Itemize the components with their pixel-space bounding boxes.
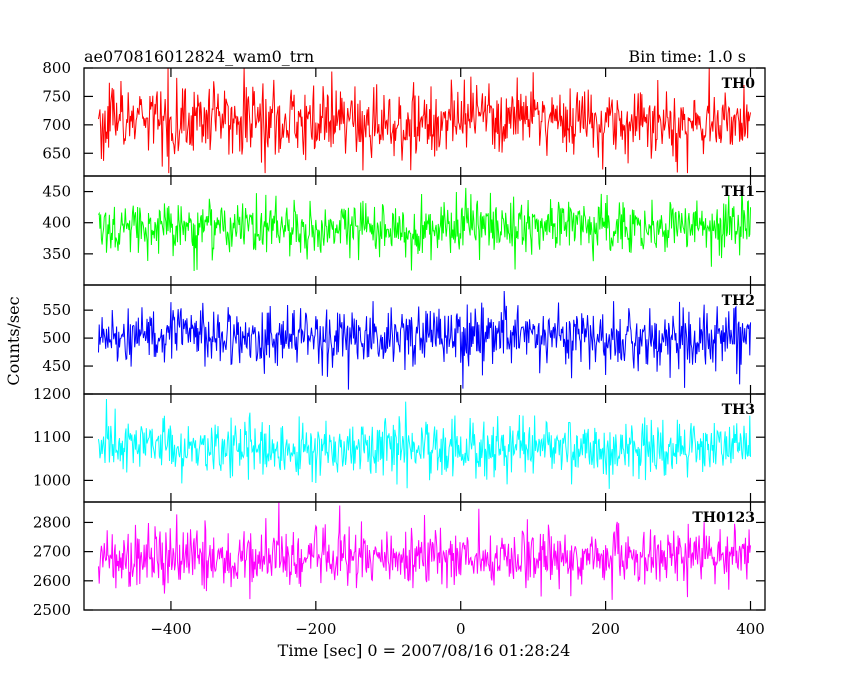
y-tick-label: 500 [42, 329, 71, 347]
x-axis: −400 −200 0 200 400 [150, 620, 764, 638]
y-tick-label: 2800 [33, 513, 71, 531]
series-label-th3: TH3 [722, 402, 755, 418]
y-tick-label: 800 [42, 59, 71, 77]
y-tick-label: 2700 [33, 543, 71, 561]
series-line-th0 [97, 68, 752, 174]
series-label-th0123: TH0123 [692, 510, 755, 526]
panel-th3: 1000 1100 1200 TH3 [33, 385, 766, 503]
panel-th2: 450 500 550 TH2 [42, 284, 766, 395]
x-tick-label: −200 [295, 620, 336, 638]
series-label-th2: TH2 [722, 293, 755, 309]
y-tick-label: 400 [42, 214, 71, 232]
panel-th0: 650 700 750 800 TH0 [42, 59, 766, 177]
series-line-th2 [97, 291, 752, 390]
panel-th1: 350 400 450 TH1 [42, 175, 766, 286]
y-tick-label: 350 [42, 245, 71, 263]
y-tick-label: 1000 [33, 471, 71, 489]
series-line-th0123 [97, 502, 752, 600]
panels: 650 700 750 800 TH0 350 400 450 TH1 450 500 550 TH2 1… [33, 59, 766, 619]
y-tick-label: 700 [42, 116, 71, 134]
panel-th0123: 2500 2600 2700 2800 TH0123 [33, 501, 766, 619]
bin-time-label: Bin time: 1.0 s [628, 47, 746, 66]
y-tick-label: 550 [42, 301, 71, 319]
y-tick-label: 1100 [33, 428, 71, 446]
y-tick-label: 1200 [33, 385, 71, 403]
x-tick-label: 400 [736, 620, 765, 638]
chart-title: ae070816012824_wam0_trn [84, 47, 314, 66]
series-label-th1: TH1 [722, 184, 755, 200]
y-tick-label: 450 [42, 357, 71, 375]
y-tick-label: 450 [42, 183, 71, 201]
x-axis-label: Time [sec] 0 = 2007/08/16 01:28:24 [278, 641, 571, 660]
panel-frame [83, 501, 766, 611]
x-tick-label: 0 [456, 620, 466, 638]
x-tick-label: −400 [150, 620, 191, 638]
y-axis-label: Counts/sec [4, 296, 23, 385]
y-tick-label: 750 [42, 87, 71, 105]
y-tick-label: 2500 [33, 601, 71, 619]
series-line-th3 [97, 398, 752, 489]
y-tick-label: 2600 [33, 572, 71, 590]
x-tick-label: 200 [591, 620, 620, 638]
series-label-th0: TH0 [722, 76, 756, 92]
series-line-th1 [98, 187, 752, 272]
y-tick-label: 650 [42, 144, 71, 162]
